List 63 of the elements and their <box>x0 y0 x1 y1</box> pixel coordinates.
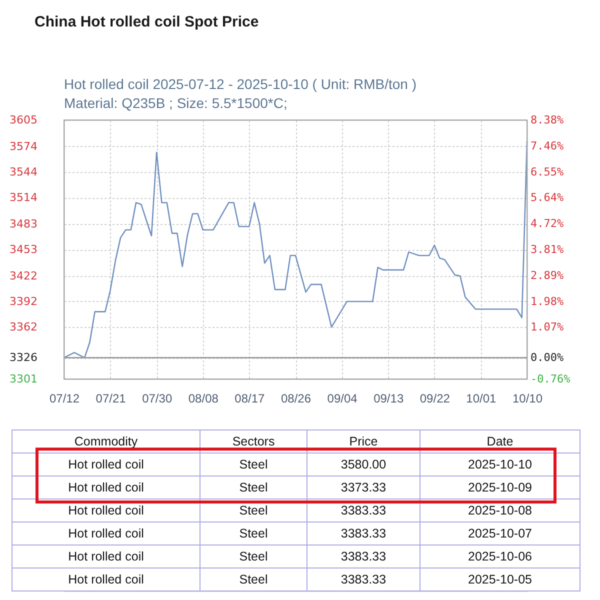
y-tick-label: 3422 <box>10 269 38 282</box>
y-tick-label: 3514 <box>10 191 38 204</box>
text: 2025-10-07 <box>468 526 532 540</box>
y2-tick-label: 1.98% <box>530 294 564 308</box>
y2-tick-label: 4.72% <box>530 217 564 230</box>
y2-tick-label: 6.55% <box>530 165 564 178</box>
x-tick-label: 07/21 <box>96 392 126 406</box>
text: Steel <box>239 550 268 564</box>
y2-tick-label: -0.76% <box>530 372 571 386</box>
text: Steel <box>239 572 268 586</box>
y-tick-label: 3392 <box>10 294 38 308</box>
y2-tick-label: 0.00% <box>530 350 564 364</box>
y2-tick-label: 2.89% <box>530 269 564 282</box>
y-tick-label: 3362 <box>10 320 38 334</box>
text: 3373.33 <box>340 480 386 494</box>
x-tick-label: 08/26 <box>280 392 312 406</box>
text: Hot rolled coil <box>68 572 144 586</box>
y2-tick-label: 3.81% <box>530 243 564 256</box>
text: 2025-10-05 <box>468 572 532 586</box>
category-label: Price <box>349 434 378 448</box>
text: 3383.33 <box>340 572 386 586</box>
x-tick-label: 09/13 <box>374 392 404 406</box>
text: Hot rolled coil <box>68 504 144 518</box>
text: 2025-10-10 <box>468 458 532 472</box>
text: Steel <box>239 480 268 494</box>
y-tick-label: 3301 <box>10 372 38 386</box>
text: Hot rolled coil <box>68 550 144 564</box>
text: 2025-10-06 <box>468 550 532 564</box>
x-tick-label: 09/22 <box>420 392 450 406</box>
y2-tick-label: 7.46% <box>530 140 564 153</box>
x-tick-label: 08/17 <box>234 392 266 406</box>
text: Steel <box>239 458 268 472</box>
y-tick-label: 3544 <box>10 165 38 178</box>
y2-tick-label: 5.64% <box>530 191 564 204</box>
x-tick-label: 10/10 <box>512 392 543 406</box>
chart-subtitle: Hot rolled coil 2025-07-12 - 2025-10-10 ( Unit: RMB/ton ) Material: Q235B ; Size: 5.5*1500*C; <box>64 76 417 111</box>
x-tick-label: 10/01 <box>466 392 497 406</box>
x-tick-label: 07/12 <box>49 392 80 406</box>
x-tick-label: 08/08 <box>188 392 219 406</box>
y2-tick-label: 1.07% <box>530 320 564 334</box>
text: 3383.33 <box>340 550 386 564</box>
y-tick-label: 3483 <box>10 217 38 230</box>
x-tick-label: 07/30 <box>142 392 172 406</box>
y-tick-label: 3326 <box>10 351 38 364</box>
category-label: Commodity <box>74 434 138 448</box>
text: Steel <box>239 504 268 518</box>
y-tick-label: 3453 <box>10 243 38 256</box>
text: Hot rolled coil <box>68 458 144 472</box>
category-label: Date <box>486 434 514 448</box>
x-tick-label: 09/04 <box>327 392 358 406</box>
text: Steel <box>239 526 268 540</box>
text: 2025-10-09 <box>468 480 532 494</box>
text: Hot rolled coil <box>68 526 144 540</box>
y2-tick-label: 8.38% <box>530 114 564 126</box>
y-tick-label: 3605 <box>10 114 38 126</box>
text: 2025-10-08 <box>468 504 532 518</box>
chart-title: China Hot rolled coil Spot Price <box>34 14 259 30</box>
text: 3580.00 <box>340 458 386 472</box>
text: 3383.33 <box>340 504 386 518</box>
text: 3383.33 <box>340 526 386 540</box>
text: Hot rolled coil <box>68 480 144 494</box>
y-tick-label: 3574 <box>10 140 38 153</box>
category-label: Sectors <box>232 434 275 448</box>
